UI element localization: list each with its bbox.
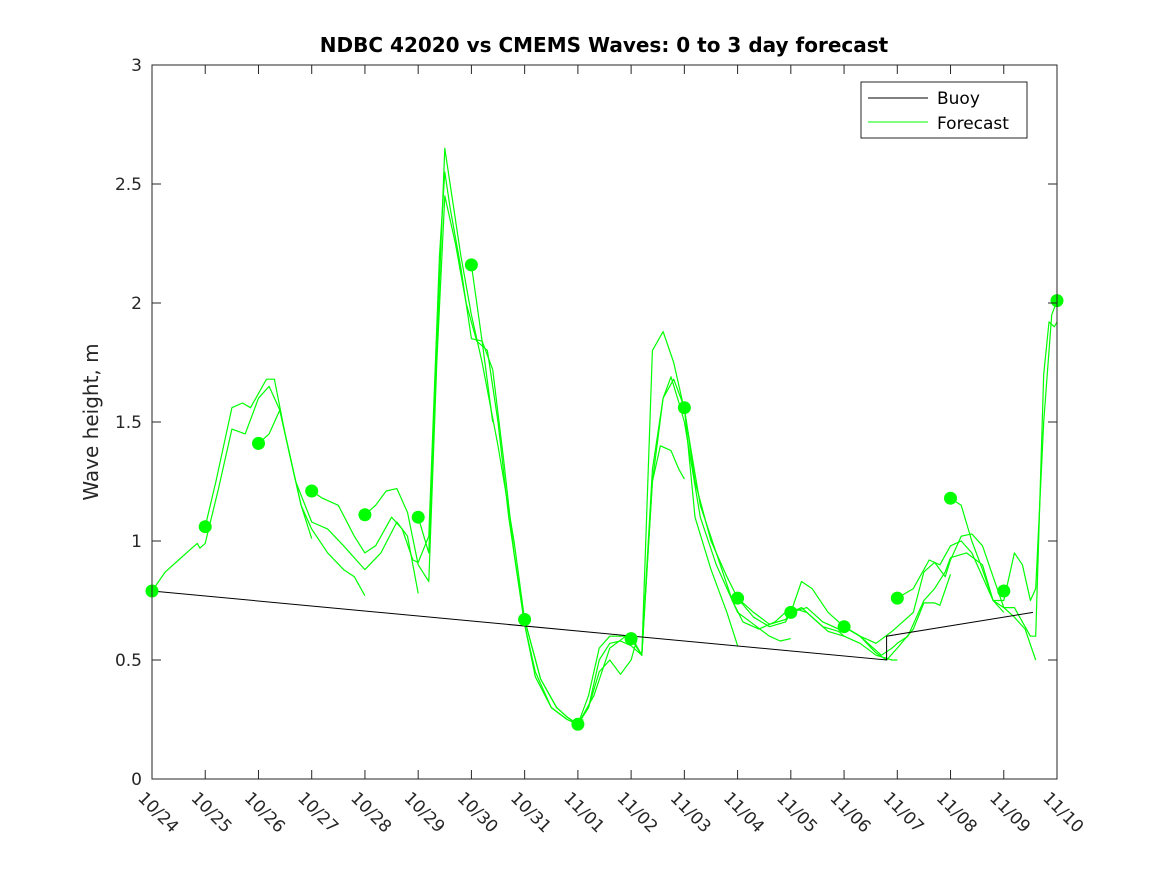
legend: Buoy Forecast [860, 81, 1028, 139]
y-tick-label: 2.5 [115, 175, 142, 195]
forecast-line [258, 409, 366, 596]
forecast-marker [198, 520, 212, 534]
forecast-marker [358, 508, 372, 522]
forecast-marker [731, 591, 745, 605]
forecast-line [843, 533, 1037, 661]
forecast-line [364, 195, 584, 725]
forecast-marker [305, 484, 319, 498]
y-axis-label: Wave height, m [79, 343, 103, 500]
forecast-marker [784, 605, 798, 619]
legend-forecast-label: Forecast [937, 114, 1009, 134]
forecast-marker [464, 258, 478, 272]
forecast-marker [624, 632, 638, 646]
y-tick-label: 1.5 [115, 413, 142, 433]
forecast-marker [518, 613, 532, 626]
y-tick-label: 0 [131, 770, 142, 790]
forecast-marker [571, 717, 585, 731]
forecast-marker [837, 620, 851, 634]
legend-box [860, 81, 1028, 139]
forecast-marker [252, 436, 265, 450]
plot-area [145, 147, 1064, 731]
chart-title: NDBC 42020 vs CMEMS Waves: 0 to 3 day fo… [320, 33, 889, 57]
y-tick-label: 3 [131, 56, 142, 76]
y-tick-label: 0.5 [115, 651, 142, 671]
legend-buoy-label: Buoy [937, 89, 980, 109]
forecast-marker [997, 584, 1011, 598]
y-tick-label: 2 [131, 294, 142, 314]
forecast-line [950, 300, 1058, 602]
forecast-marker [944, 491, 957, 505]
forecast-marker [890, 591, 904, 605]
forecast-line [630, 378, 739, 656]
forecast-line [311, 171, 494, 564]
y-tick-label: 1 [131, 532, 142, 552]
buoy-line [151, 590, 1034, 661]
forecast-marker [677, 401, 691, 415]
forecast-marker [411, 510, 425, 524]
